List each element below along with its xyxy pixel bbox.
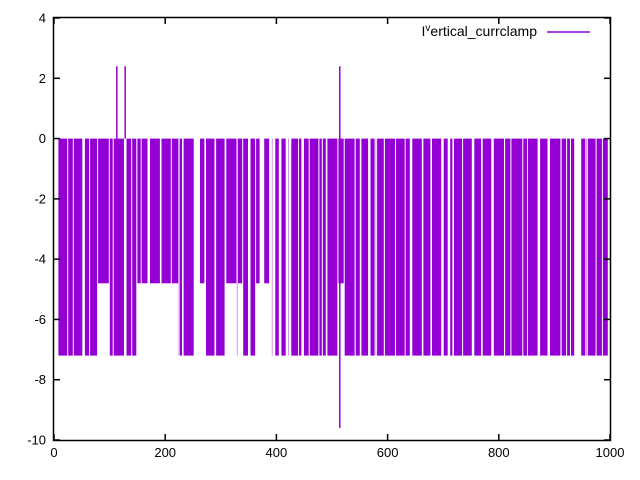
signal-burst	[463, 138, 472, 356]
signal-burst	[250, 138, 256, 356]
signal-burst	[281, 138, 286, 356]
signal-burst	[113, 138, 124, 356]
signal-burst	[361, 138, 369, 356]
signal-burst	[454, 138, 463, 356]
y-tick-label: 4	[39, 11, 46, 26]
signal-burst	[540, 138, 548, 356]
signal-burst	[58, 138, 68, 356]
signal-burst	[243, 138, 248, 356]
y-tick-label: -6	[34, 312, 46, 327]
signal-burst	[443, 138, 448, 356]
signal-burst	[327, 138, 338, 356]
signal-burst	[338, 138, 344, 284]
signal-burst	[567, 138, 570, 356]
signal-burst	[98, 138, 109, 284]
signal-burst	[150, 138, 160, 284]
signal-burst	[216, 138, 225, 356]
signal-burst	[183, 138, 194, 356]
signal-burst	[73, 138, 83, 356]
x-tick-label: 400	[266, 445, 288, 460]
signal-burst	[161, 138, 171, 284]
signal-burst	[596, 138, 602, 356]
signal-thin-line	[560, 138, 562, 356]
signal-burst	[450, 138, 453, 356]
legend-label-rest: ertical_currclamp	[430, 23, 537, 39]
signal-burst	[319, 138, 322, 356]
plot-border	[52, 16, 612, 442]
signal-burst	[109, 138, 113, 356]
signal-burst	[377, 138, 384, 356]
signal-burst	[226, 138, 237, 284]
signal-burst	[396, 138, 405, 356]
signal-burst	[423, 138, 431, 356]
signal-burst	[84, 138, 90, 356]
signal-burst	[482, 138, 492, 356]
signal-burst	[206, 138, 215, 356]
signal-burst	[587, 138, 596, 356]
signal-burst	[370, 138, 375, 356]
signal-burst	[299, 138, 302, 356]
signal-burst	[238, 138, 243, 284]
signal-thin-line	[375, 138, 377, 356]
signal-burst	[264, 138, 270, 284]
signal-burst	[571, 138, 575, 356]
signal-burst	[141, 138, 148, 284]
signal-thin-line	[236, 138, 238, 356]
signal-burst	[132, 138, 137, 356]
signal-burst	[602, 138, 608, 356]
signal-burst	[405, 138, 410, 356]
signal-burst	[309, 138, 319, 356]
signal-burst	[355, 138, 360, 356]
signal-burst	[511, 138, 523, 356]
x-tick-label: 0	[50, 445, 57, 460]
signal-burst	[561, 138, 567, 356]
legend-label-superscript: v	[425, 23, 431, 34]
signal-burst	[505, 138, 511, 356]
signal-burst	[179, 138, 182, 356]
signal-burst	[344, 138, 355, 356]
signal-burst	[322, 138, 326, 356]
signal-burst	[137, 138, 141, 284]
signal-thin-line	[271, 138, 273, 356]
y-tick-label: -10	[27, 433, 46, 448]
legend: Ivertical_currclamp	[422, 23, 537, 39]
signal-burst	[291, 138, 299, 356]
legend-label: Ivertical_currclamp	[422, 23, 537, 39]
x-tick-label: 200	[154, 445, 176, 460]
signal-burst	[275, 138, 279, 356]
signal-burst	[256, 138, 260, 284]
signal-thin-line	[586, 138, 587, 356]
signal-burst	[528, 138, 538, 356]
signal-burst	[171, 138, 179, 284]
signal-burst	[493, 138, 504, 356]
y-tick-label: -8	[34, 372, 46, 387]
signal-burst	[90, 138, 98, 356]
signal-burst	[384, 138, 395, 356]
signal-burst	[581, 138, 586, 356]
signal-burst	[126, 138, 132, 356]
legend-label-base: I	[421, 23, 426, 39]
x-tick-label: 800	[488, 445, 510, 460]
signal-thin-line	[288, 138, 289, 356]
signal-burst	[432, 138, 442, 356]
y-tick-label: 0	[39, 131, 46, 146]
x-tick-label: 600	[377, 445, 399, 460]
signal-burst	[303, 138, 309, 356]
signal-burst	[200, 138, 205, 284]
signal-burst	[68, 138, 73, 356]
signal-burst	[550, 138, 561, 356]
y-tick-label: 2	[39, 71, 46, 86]
signal-burst	[523, 138, 528, 356]
signal-burst	[412, 138, 422, 356]
signal-burst	[474, 138, 482, 356]
y-tick-label: -4	[34, 252, 46, 267]
signal-thin-line	[178, 138, 180, 356]
x-tick-label: 1000	[596, 445, 625, 460]
y-tick-label: -2	[34, 191, 46, 206]
